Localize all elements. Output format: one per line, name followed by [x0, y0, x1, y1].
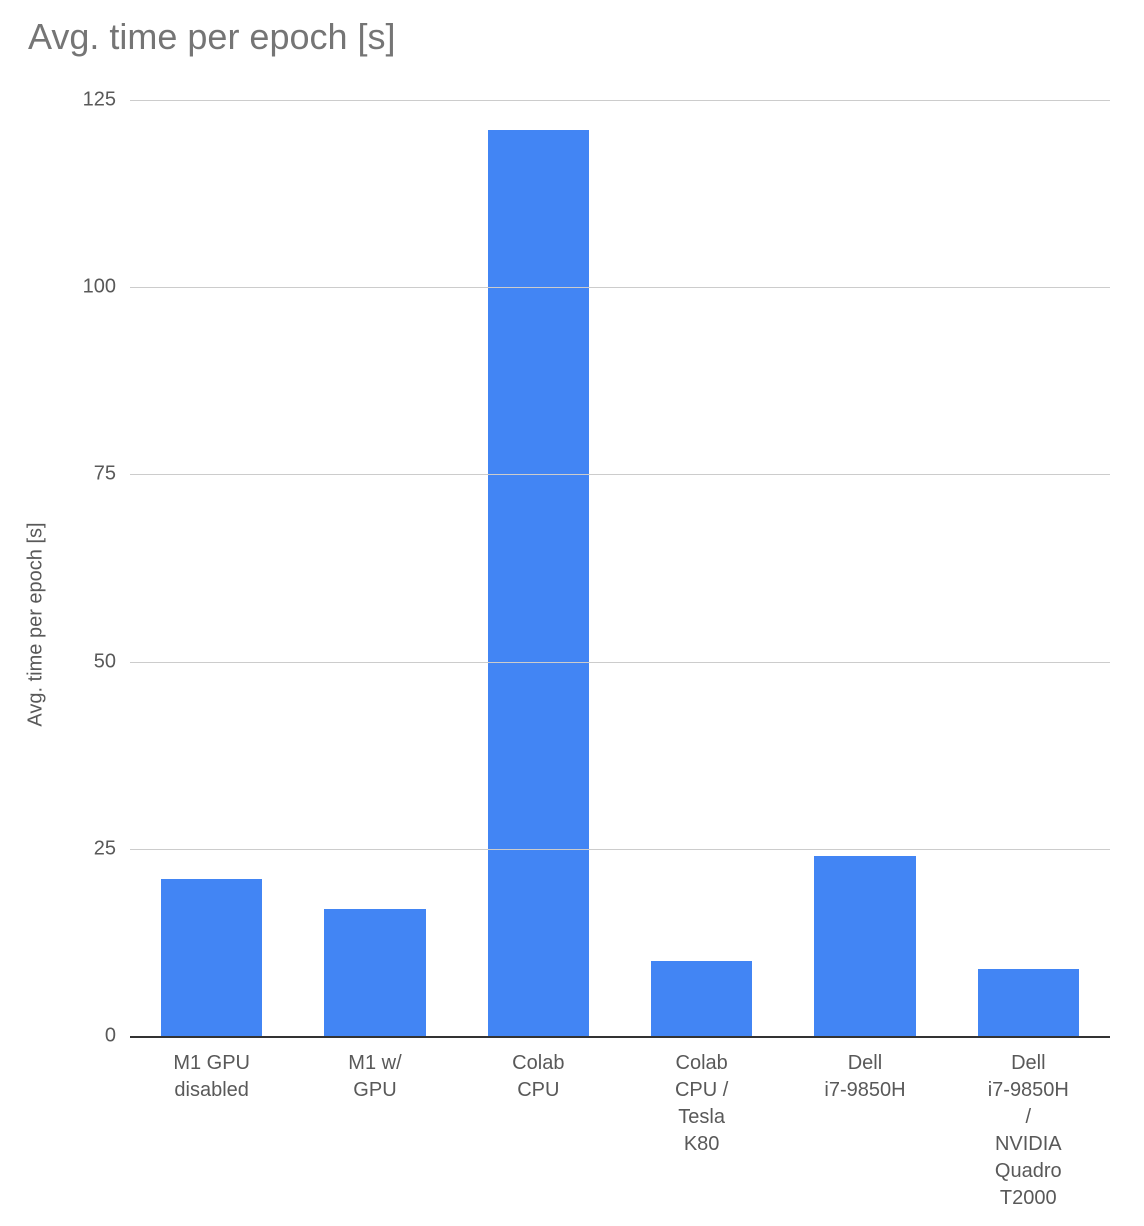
- y-tick-label: 100: [83, 276, 130, 299]
- gridline: [130, 849, 1110, 850]
- gridline: [130, 287, 1110, 288]
- x-tick-label: Dell i7-9850H: [824, 1036, 905, 1104]
- bars-row: M1 GPU disabledM1 w/ GPUColab CPUColab C…: [130, 100, 1110, 1036]
- bar-slot: Colab CPU: [457, 100, 620, 1036]
- y-axis-title: Avg. time per epoch [s]: [25, 522, 48, 726]
- y-tick-label: 50: [94, 650, 130, 673]
- gridline: [130, 1036, 1110, 1038]
- bar-slot: Dell i7-9850H: [783, 100, 946, 1036]
- x-tick-label: M1 w/ GPU: [334, 1036, 416, 1104]
- bar-chart: Avg. time per epoch [s] Avg. time per ep…: [0, 0, 1144, 1226]
- gridline: [130, 100, 1110, 101]
- y-tick-label: 25: [94, 837, 130, 860]
- gridline: [130, 474, 1110, 475]
- x-tick-label: Dell i7-9850H / NVIDIA Quadro T2000: [987, 1036, 1069, 1212]
- bar-slot: Colab CPU / Tesla K80: [620, 100, 783, 1036]
- x-tick-label: M1 GPU disabled: [173, 1036, 250, 1104]
- bar-slot: M1 w/ GPU: [293, 100, 456, 1036]
- bar: [978, 969, 1079, 1036]
- bar: [161, 879, 262, 1036]
- y-tick-label: 75: [94, 463, 130, 486]
- gridline: [130, 662, 1110, 663]
- bar: [488, 130, 589, 1036]
- bar: [651, 961, 752, 1036]
- chart-title: Avg. time per epoch [s]: [28, 16, 396, 58]
- x-tick-label: Colab CPU: [497, 1036, 579, 1104]
- x-tick-label: Colab CPU / Tesla K80: [661, 1036, 743, 1158]
- bar: [814, 856, 915, 1036]
- bar-slot: Dell i7-9850H / NVIDIA Quadro T2000: [947, 100, 1110, 1036]
- bar: [324, 909, 425, 1036]
- plot-area: M1 GPU disabledM1 w/ GPUColab CPUColab C…: [130, 100, 1110, 1036]
- bar-slot: M1 GPU disabled: [130, 100, 293, 1036]
- y-tick-label: 0: [105, 1025, 130, 1048]
- y-tick-label: 125: [83, 89, 130, 112]
